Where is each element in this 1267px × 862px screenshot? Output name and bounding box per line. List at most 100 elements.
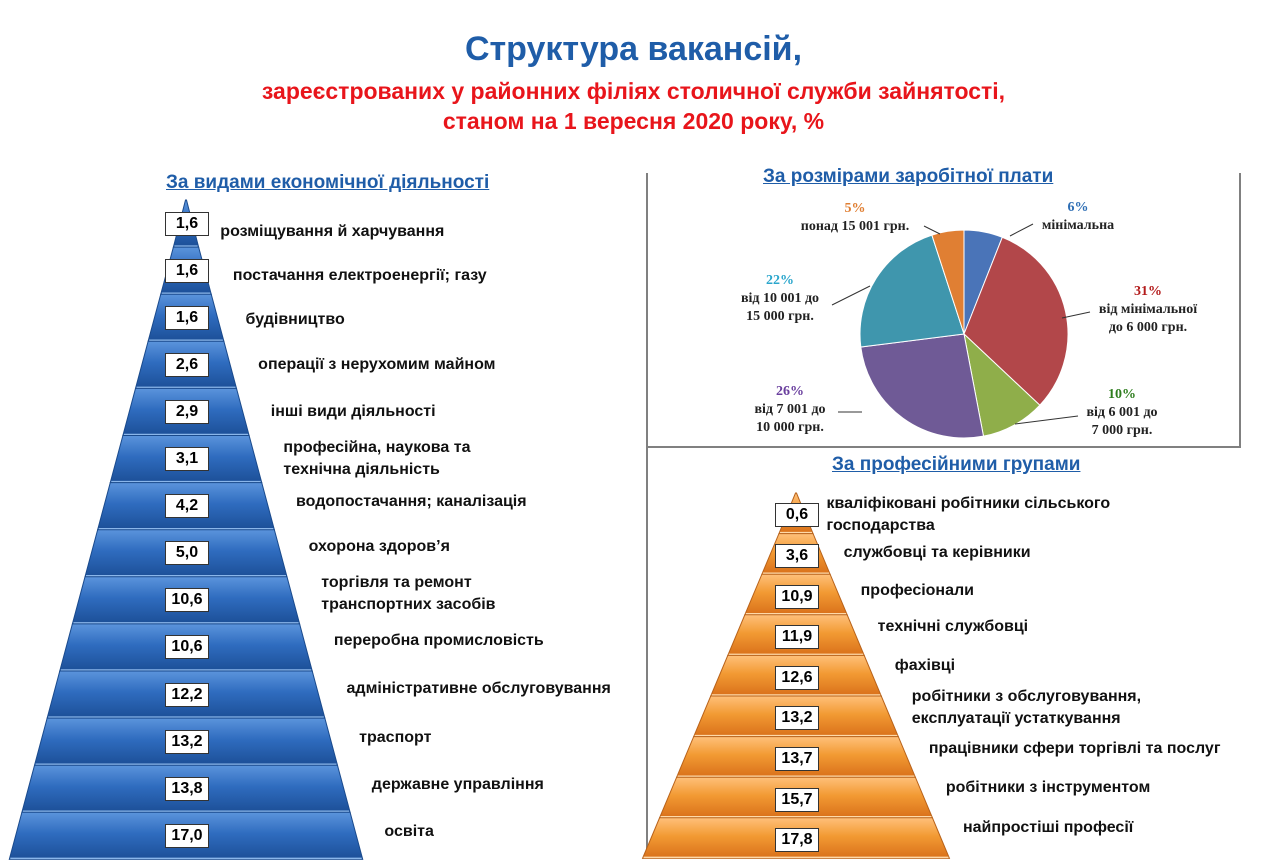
prof-value-label: 3,6 [775,543,819,568]
prof-category-label-line: професіонали [860,581,974,599]
prof-category-label-line: фахівці [894,656,956,674]
activity-category-label-line: технічна діяльність [283,461,440,479]
activity-value-label: 2,9 [165,399,209,424]
prof-value-label: 13,2 [775,706,819,731]
salary-pie-leader-2 [1014,415,1079,425]
activity-category-label: траспорт [359,727,431,749]
activity-value-label: 1,6 [165,258,209,283]
salary-pie-slice-4 [859,234,965,348]
prof-category-label-line: технічні службовці [877,618,1029,636]
salary-pie-label: 22% від 10 001 до 15 000 грн. [720,272,840,326]
activity-category-label-line: операції з нерухомим майном [258,355,496,373]
activity-category-label: охорона здоров’я [309,536,450,558]
activity-category-label: державне управління [372,774,544,796]
salary-pie-label: 26% від 7 001 до 10 000 грн. [730,383,850,437]
activity-pyramid [8,199,364,860]
prof-category-label: робітники з обслуговування, експлуатації… [912,686,1141,730]
prof-value-label: 12,6 [775,665,819,690]
page-subtitle-line1: зареєстрованих у районних філіях столичн… [261,78,1006,104]
activity-category-label-line: розміщування й харчування [220,222,445,240]
vertical-divider [646,173,648,853]
salary-pie-category: 10 000 грн. [756,420,824,435]
activity-category-label-line: охорона здоров’я [308,538,450,556]
prof-value-label: 17,8 [775,828,819,853]
salary-pie-leader-1 [1061,311,1091,319]
prof-category-label: фахівці [895,655,955,677]
salary-pie-category: 7 000 грн. [1091,423,1153,438]
salary-pie-category: понад 15 001 грн. [800,219,910,234]
prof-category-label-line: господарства [826,517,935,535]
salary-pie-category: від мінімальної [1098,302,1198,317]
prof-category-label-line: робітники з обслуговування, [911,688,1142,706]
salary-pie-percent: 5% [844,201,866,216]
salary-pie-slice-3 [860,333,985,439]
activity-category-label: розміщування й харчування [220,221,444,243]
prof-category-label-line: робітники з інструментом [945,778,1151,796]
activity-category-label-line: торгівля та ремонт [321,574,472,592]
activity-section-title: За видами економічної діяльності [166,172,490,193]
prof-category-label-line: кваліфіковані робітники сільського [826,495,1111,513]
salary-pie-label: 10% від 6 001 до 7 000 грн. [1062,386,1182,440]
activity-value-label: 2,6 [165,352,209,377]
activity-value-label: 10,6 [165,588,209,613]
activity-category-label: інші види діяльності [271,401,436,423]
salary-pie-label: 5% понад 15 001 грн. [795,200,915,236]
salary-pie [831,223,1091,439]
salary-pie-percent: 31% [1134,284,1162,299]
prof-category-label: найпростіші професії [963,817,1133,839]
activity-category-label-line: інші види діяльності [270,402,436,420]
activity-category-label: переробна промисловість [334,630,544,652]
activity-value-label: 10,6 [165,635,209,660]
activity-category-label-line: постачання електроенергії; газу [232,266,487,284]
prof-value-label: 15,7 [775,787,819,812]
activity-category-label: будівництво [246,309,345,331]
prof-category-label-line: найпростіші професії [962,819,1134,837]
prof-value-label: 10,9 [775,584,819,609]
prof-value-label: 13,7 [775,746,819,771]
salary-pie-slice-5 [931,229,965,335]
activity-value-label: 13,2 [165,729,209,754]
page-title: Структура вакансій, [464,30,803,68]
activity-value-label: 12,2 [165,682,209,707]
activity-category-label-line: водопостачання; каналізація [296,493,527,511]
salary-section-title: За розмірами заробітної плати [763,166,1054,187]
prof-category-label: службовці та керівники [844,542,1031,564]
salary-pie-category: мінімальна [1041,218,1115,233]
activity-category-label: професійна, наукова та технічна діяльніст… [283,437,470,481]
activity-category-label: водопостачання; каналізація [296,491,527,513]
activity-value-label: 4,2 [165,494,209,519]
prof-category-label-line: працівники сфери торгівлі та послуг [928,739,1221,757]
prof-category-label: працівники сфери торгівлі та послуг [929,738,1221,760]
horizontal-divider [648,446,1240,448]
prof-category-label-line: службовці та керівники [843,543,1031,561]
activity-value-label: 3,1 [165,447,209,472]
activity-category-label: торгівля та ремонт транспортних засобів [321,572,495,616]
activity-category-label: адміністративне обслуговування [347,678,611,700]
salary-pie-category: від 6 001 до [1086,405,1158,420]
activity-value-label: 1,6 [165,305,209,330]
prof-category-label: робітники з інструментом [946,777,1150,799]
salary-pie-leader-4 [831,285,871,306]
salary-pie-leader-5 [923,225,941,235]
salary-pie-percent: 6% [1067,200,1089,215]
salary-pie-percent: 22% [766,273,794,288]
salary-pie-category: від 10 001 до [740,291,820,306]
prof-category-label: технічні службовці [878,616,1028,638]
salary-pie-leader-0 [1009,223,1034,237]
salary-pie-percent: 10% [1108,387,1136,402]
activity-value-label: 1,6 [165,211,209,236]
activity-category-label-line: адміністративне обслуговування [346,679,611,697]
salary-pie-slice-1 [963,236,1069,406]
salary-pie-label: 6% мінімальна [1018,199,1138,235]
salary-pie-category: від 7 001 до [754,402,826,417]
activity-category-label-line: транспортних засобів [321,596,496,614]
activity-category-label-line: траспорт [359,728,432,746]
activity-category-label: освіта [384,821,433,843]
activity-value-label: 13,8 [165,776,209,801]
prof-category-label-line: експлуатації устаткування [911,710,1121,728]
activity-value-label: 17,0 [165,823,209,848]
prof-category-label: кваліфіковані робітники сільського господ… [827,493,1111,537]
prof-value-label: 11,9 [775,625,819,650]
salary-pie-label: 31% від мінімальної до 6 000 грн. [1088,283,1208,337]
right-divider [1239,173,1241,448]
